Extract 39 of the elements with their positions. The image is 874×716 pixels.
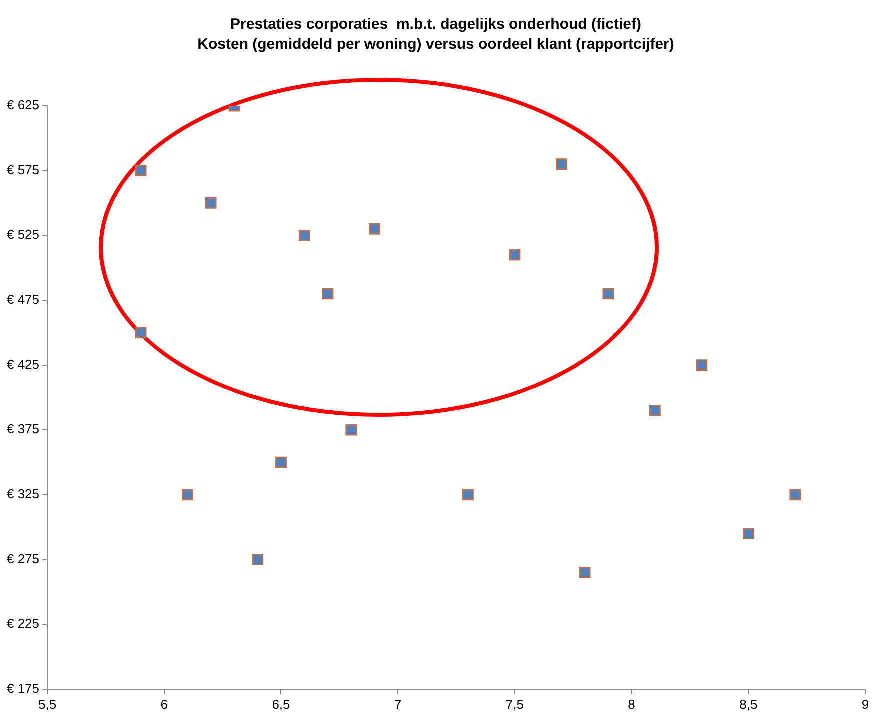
point bbox=[135, 327, 147, 339]
point bbox=[322, 288, 334, 300]
x-tick-label: 7 bbox=[394, 696, 402, 712]
chart-title: Prestaties corporaties m.b.t. dagelijks onderhoud (fictief) bbox=[230, 16, 642, 34]
point bbox=[509, 249, 521, 261]
point bbox=[205, 198, 217, 209]
x-tick-label: 7,5 bbox=[506, 696, 524, 712]
point bbox=[182, 489, 194, 501]
point bbox=[790, 489, 802, 501]
y-tick-label: € 225 bbox=[6, 616, 40, 632]
point bbox=[579, 567, 591, 578]
point bbox=[346, 424, 358, 436]
point bbox=[369, 223, 380, 235]
y-tick-label: € 175 bbox=[6, 680, 40, 696]
point bbox=[649, 404, 661, 416]
point bbox=[252, 554, 264, 566]
x-tick-label: 6 bbox=[160, 696, 168, 712]
x-tick-label: 8,5 bbox=[740, 696, 758, 712]
point bbox=[696, 360, 708, 371]
point bbox=[462, 489, 474, 501]
point bbox=[602, 288, 614, 300]
y-tick-label: € 575 bbox=[6, 162, 40, 178]
point bbox=[742, 528, 754, 540]
point bbox=[276, 456, 287, 468]
x-tick-label: 6,5 bbox=[272, 696, 290, 712]
point bbox=[556, 158, 568, 170]
chart-subtitle: Kosten (gemiddeld per woning) versus oordeel klant (rapportcijfer) bbox=[198, 36, 674, 54]
y-tick-label: € 525 bbox=[6, 227, 40, 242]
x-tick-label: 8 bbox=[628, 696, 636, 712]
y-tick-label: € 625 bbox=[6, 98, 40, 113]
point bbox=[135, 165, 147, 177]
x-tick-label: 9 bbox=[862, 696, 870, 712]
y-tick-label: € 475 bbox=[6, 292, 40, 308]
y-tick-label: € 325 bbox=[6, 486, 40, 502]
y-tick-label: € 425 bbox=[6, 356, 40, 372]
y-tick-label: € 375 bbox=[6, 422, 40, 437]
point bbox=[298, 230, 310, 242]
x-tick-label: 5,5 bbox=[38, 696, 57, 712]
y-tick-label: € 275 bbox=[6, 551, 40, 566]
